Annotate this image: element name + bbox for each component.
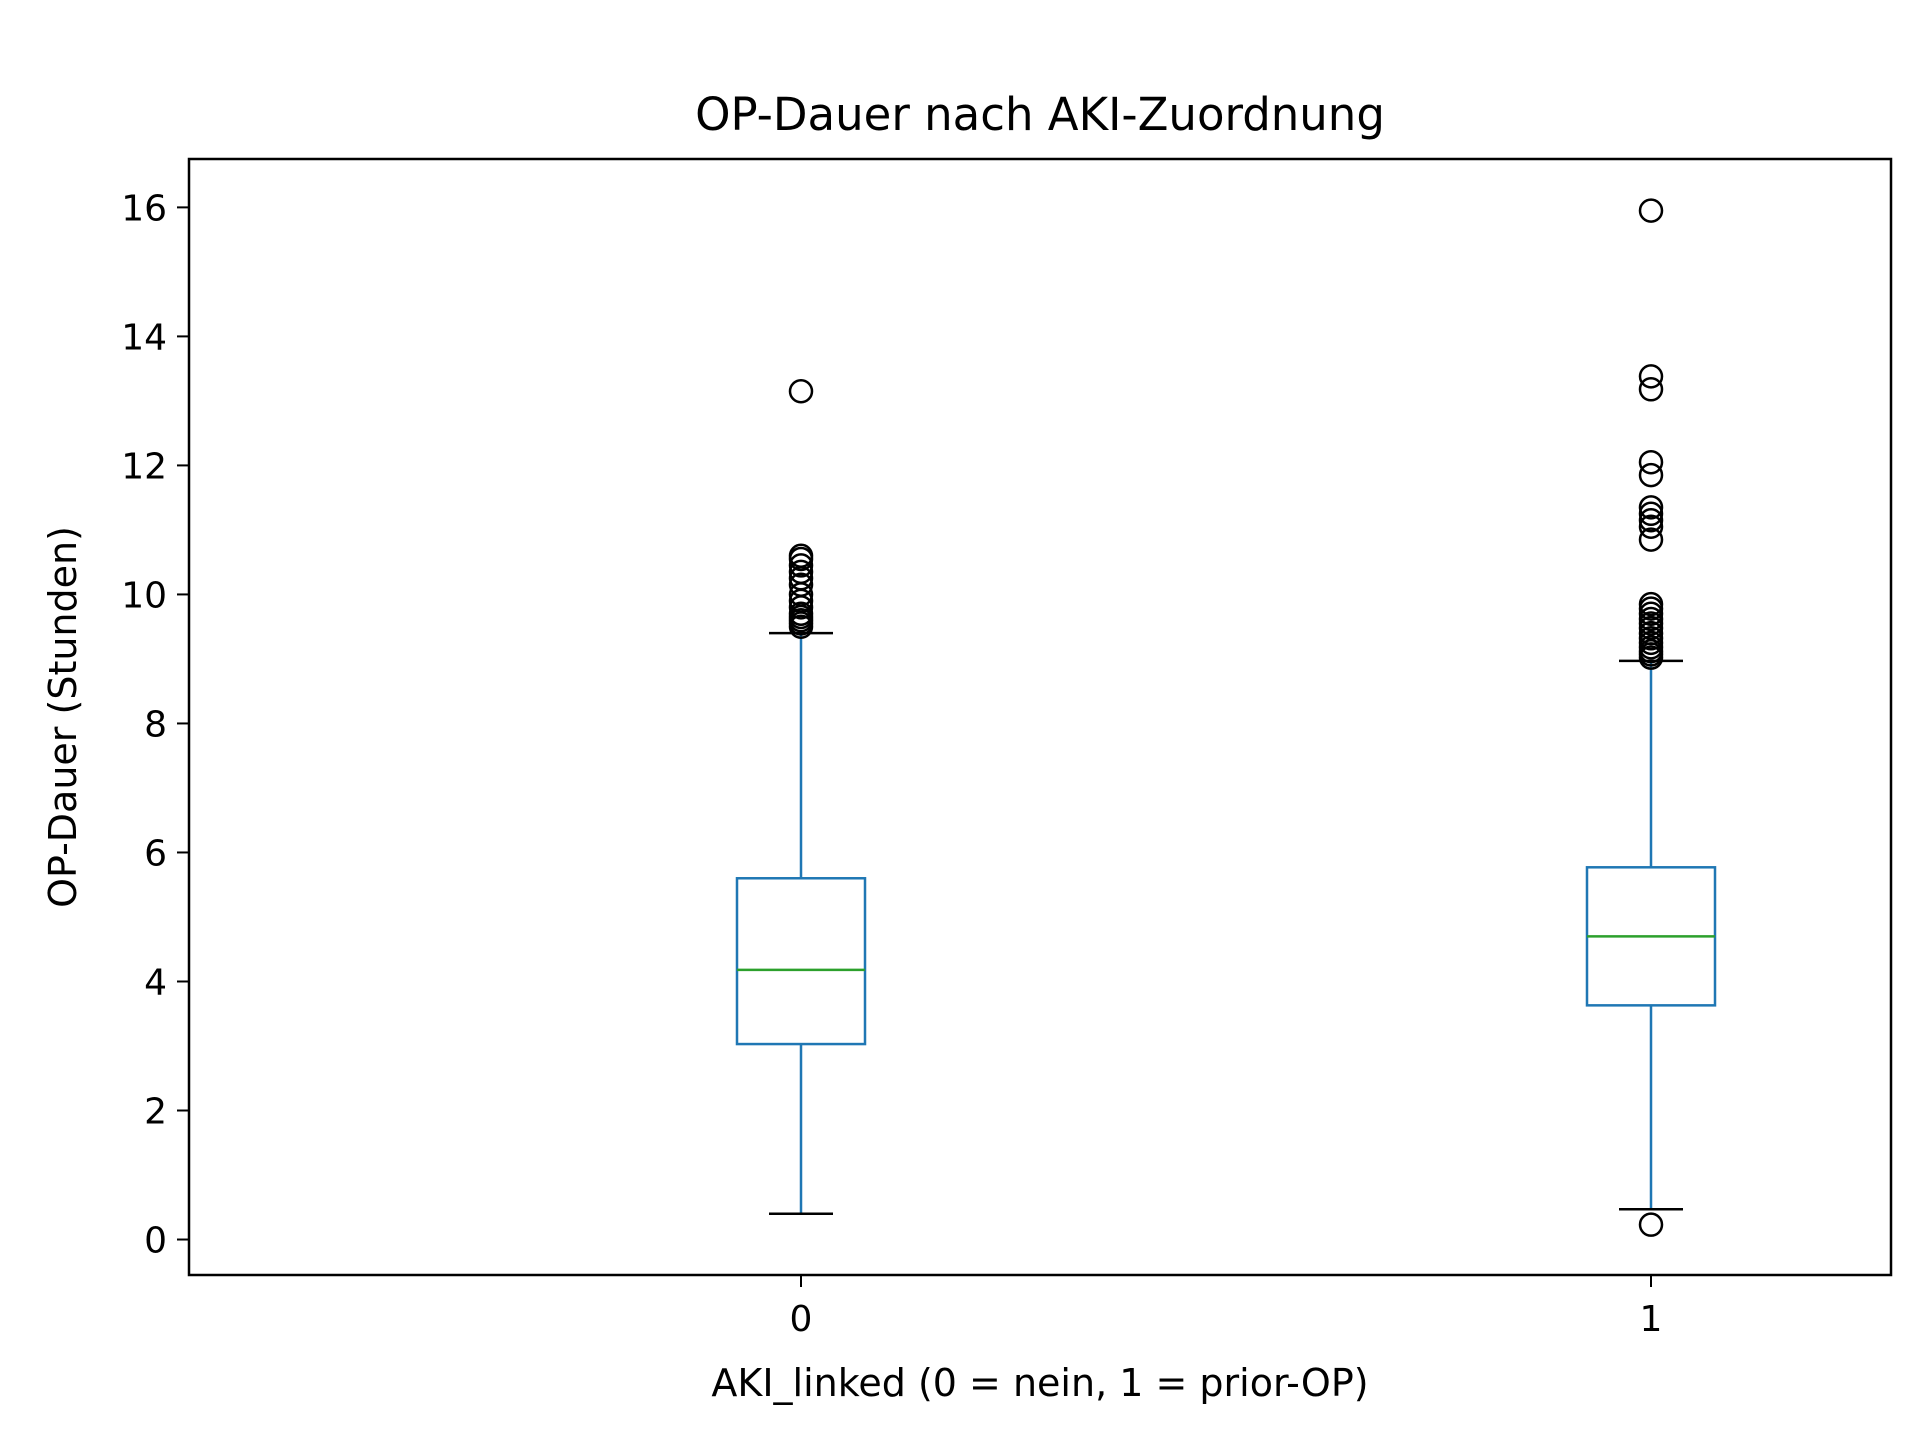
outlier-point-0-10 bbox=[788, 559, 814, 585]
outlier-point-0-13 bbox=[788, 543, 814, 568]
chart-title: OP-Dauer nach AKI-Zuordnung bbox=[695, 88, 1385, 141]
outlier-point-0-4 bbox=[788, 601, 814, 627]
axes-frame bbox=[187, 157, 1893, 1277]
outlier-point-1-18 bbox=[1638, 495, 1664, 520]
outlier-point-1-16 bbox=[1638, 507, 1664, 533]
outlier-point-1-20 bbox=[1638, 449, 1664, 475]
outlier-point-1-15 bbox=[1638, 514, 1664, 539]
y-axis-label: OP-Dauer (Stunden) bbox=[41, 526, 85, 908]
outlier-point-1-22 bbox=[1638, 364, 1664, 389]
y-tick-label-8: 8 bbox=[144, 704, 167, 745]
outlier-point-1-21 bbox=[1638, 377, 1664, 402]
outlier-point-0-8 bbox=[788, 572, 814, 598]
outlier-point-1-19 bbox=[1638, 462, 1664, 488]
outlier-point-1-17 bbox=[1638, 501, 1664, 527]
box-group-1 bbox=[1585, 198, 1717, 1237]
x-axis-label: AKI_linked (0 = nein, 1 = prior-OP) bbox=[711, 1361, 1368, 1405]
y-axis: 0 2 4 6 8 10 12 14 16 bbox=[121, 188, 189, 1262]
outlier-point-1-0 bbox=[1638, 1212, 1664, 1237]
y-tick-label-6: 6 bbox=[144, 833, 167, 874]
iqr-box-0 bbox=[735, 877, 867, 1046]
y-tick-label-14: 14 bbox=[121, 317, 167, 358]
y-tick-label-4: 4 bbox=[144, 962, 167, 1003]
y-tick-label-2: 2 bbox=[144, 1092, 167, 1133]
outlier-point-1-23 bbox=[1638, 198, 1664, 223]
box-group-0 bbox=[735, 378, 867, 1215]
x-tick-label-1: 1 bbox=[1640, 1299, 1663, 1340]
y-tick-label-12: 12 bbox=[121, 446, 167, 487]
outlier-point-0-14 bbox=[788, 378, 814, 404]
y-tick-label-0: 0 bbox=[144, 1221, 167, 1262]
outlier-point-1-14 bbox=[1638, 527, 1664, 552]
y-tick-label-16: 16 bbox=[121, 188, 167, 229]
outlier-point-1-13 bbox=[1638, 591, 1664, 617]
outlier-point-0-11 bbox=[788, 553, 814, 578]
y-tick-label-10: 10 bbox=[121, 575, 167, 616]
plot-area bbox=[735, 198, 1717, 1237]
x-tick-label-0: 0 bbox=[790, 1299, 813, 1340]
